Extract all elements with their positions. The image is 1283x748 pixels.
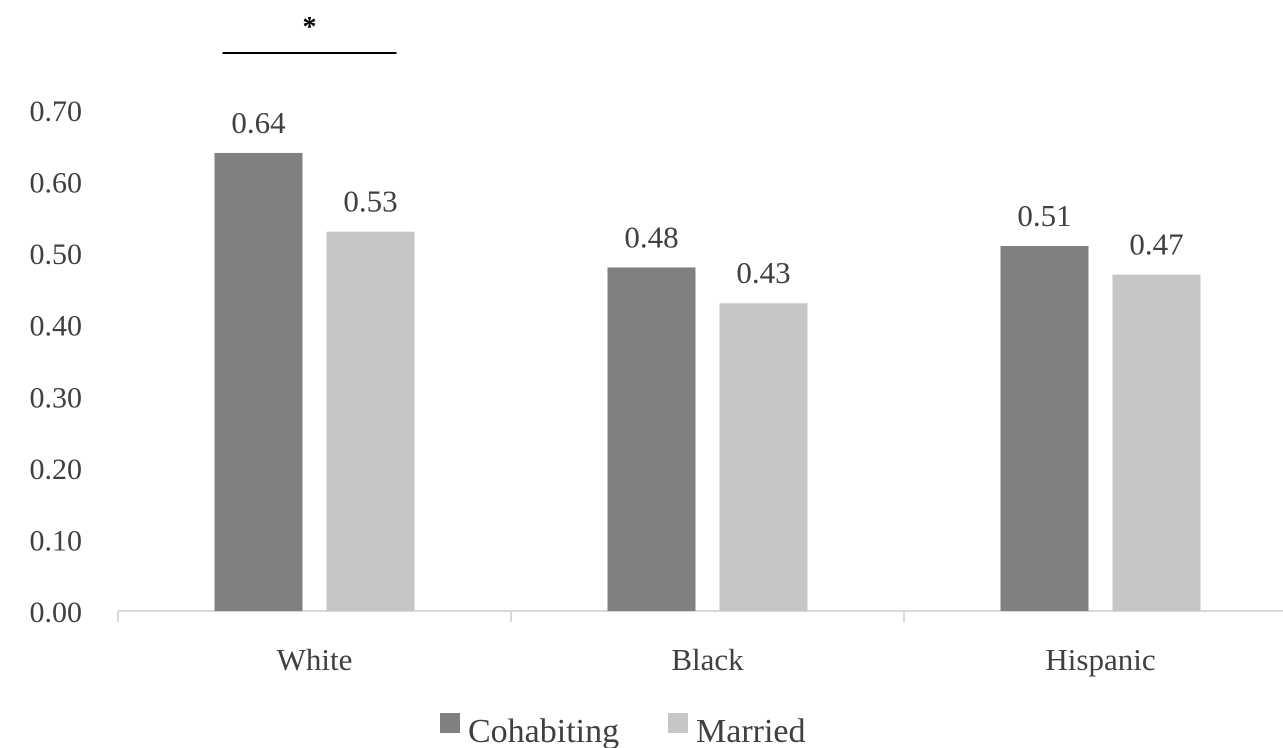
category-label: Black: [671, 642, 744, 677]
category-labels: White Black Hispanic: [277, 642, 1156, 677]
legend-label-cohabiting: Cohabiting: [468, 713, 619, 748]
significance-annotations: *: [222, 12, 397, 54]
bar-cohabiting-white: [214, 152, 303, 611]
bar-married-hispanic: [1112, 274, 1201, 611]
data-label: 0.47: [1129, 227, 1183, 262]
y-tick-label: 0.60: [30, 167, 83, 200]
legend: Cohabiting Married: [440, 713, 806, 748]
x-axis-tick-marks: [117, 611, 905, 622]
category-label: Hispanic: [1045, 642, 1155, 677]
y-tick-label: 0.10: [30, 524, 83, 557]
y-tick-label: 0.50: [30, 238, 83, 271]
bars: [214, 152, 1201, 611]
y-tick-label: 0.70: [30, 95, 83, 128]
legend-swatch-married: [668, 713, 688, 733]
data-label: 0.51: [1017, 198, 1071, 233]
legend-label-married: Married: [696, 713, 806, 748]
bar-married-black: [719, 303, 808, 611]
data-label: 0.43: [736, 255, 790, 290]
data-label: 0.64: [231, 105, 286, 140]
bar-cohabiting-black: [607, 267, 696, 611]
significance-marker: *: [303, 12, 317, 43]
data-labels: 0.64 0.53 0.48 0.43 0.51 0.47: [231, 105, 1183, 290]
y-tick-label: 0.20: [30, 453, 83, 486]
bar-married-white: [326, 231, 415, 611]
y-axis-ticks: 0.00 0.10 0.20 0.30 0.40 0.50 0.60 0.70: [30, 95, 83, 629]
data-label: 0.53: [343, 184, 397, 219]
category-label: White: [277, 642, 353, 677]
y-tick-label: 0.40: [30, 310, 83, 343]
y-tick-label: 0.30: [30, 381, 83, 414]
data-label: 0.48: [624, 219, 678, 254]
y-tick-label: 0.00: [30, 596, 83, 629]
legend-swatch-cohabiting: [440, 713, 460, 733]
bar-cohabiting-hispanic: [1000, 245, 1089, 611]
